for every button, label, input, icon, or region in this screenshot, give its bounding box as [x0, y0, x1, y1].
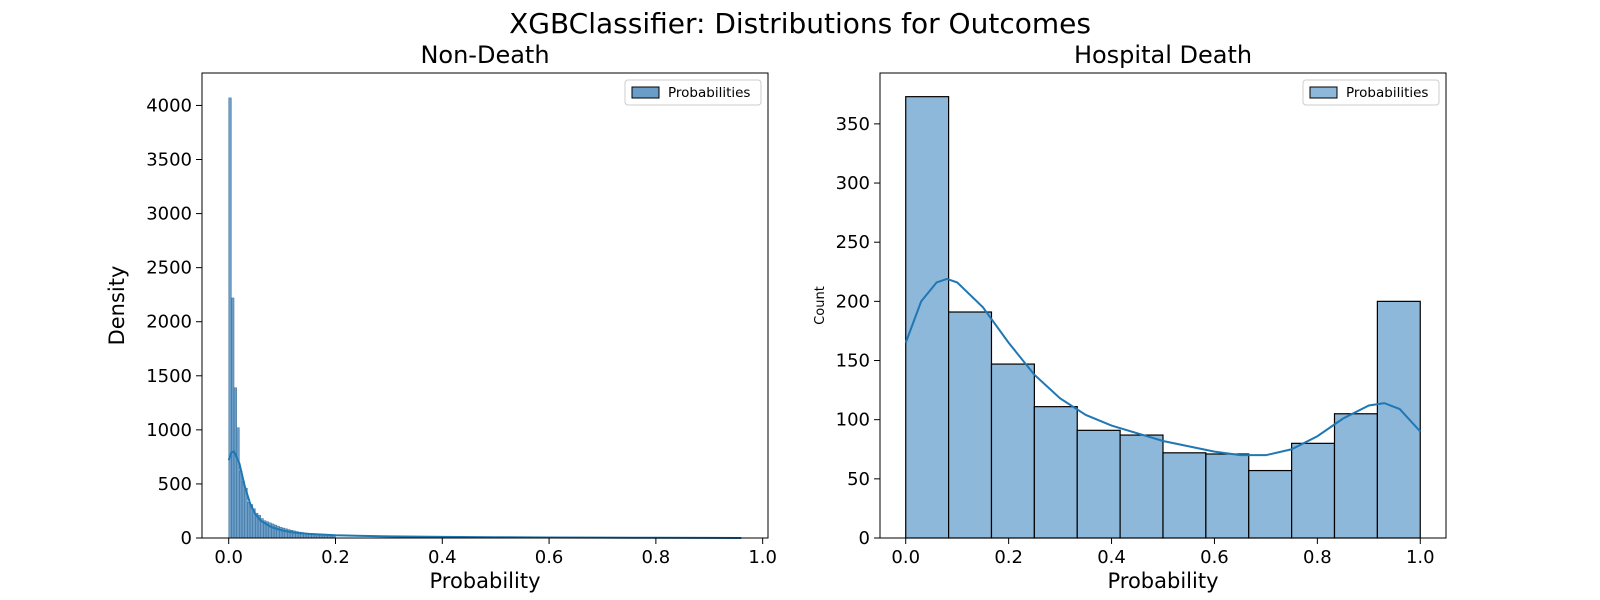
x-axis-label: Probability — [1107, 569, 1218, 593]
x-axis-label: Probability — [429, 569, 540, 593]
histogram-bar — [1376, 300, 1421, 539]
x-tick-label: 0.6 — [1200, 547, 1229, 568]
kde-line — [227, 450, 742, 539]
y-tick-label: 200 — [836, 291, 870, 312]
legend: Probabilities — [624, 79, 762, 106]
y-tick-label: 350 — [836, 114, 870, 135]
histogram-bar — [1333, 413, 1378, 539]
y-axis-label: Density — [105, 266, 129, 346]
legend-swatch — [1309, 86, 1338, 99]
histogram-bar — [271, 523, 275, 539]
y-tick-label: 300 — [836, 173, 870, 194]
legend-box — [1302, 79, 1440, 106]
axes-frame — [879, 72, 1447, 539]
panel-hospital-death: Hospital Death 0.0 0.2 0.4 0.6 0.8 1.0 0 50 100 15… — [813, 41, 1447, 593]
y-tick-label: 0 — [859, 528, 870, 549]
x-tick-label: 1.0 — [748, 547, 777, 568]
y-tick-label: 0 — [181, 528, 192, 549]
histogram-bar — [1205, 453, 1250, 539]
x-tick-label: 0.2 — [321, 547, 350, 568]
legend-label: Probabilities — [1346, 85, 1428, 101]
x-tick-label: 0.4 — [428, 547, 457, 568]
histogram-bar — [233, 387, 237, 539]
legend-swatch — [631, 86, 660, 99]
histogram-bar — [231, 297, 235, 539]
y-tick-label: 250 — [836, 232, 870, 253]
figure-suptitle: XGBClassifier: Distributions for Outcome… — [509, 7, 1091, 40]
y-tick-label: 2500 — [146, 258, 192, 279]
histogram-bar — [1291, 442, 1336, 539]
x-tick-label: 0.2 — [994, 547, 1023, 568]
x-tick-label: 0.6 — [535, 547, 564, 568]
axes-title: Non-Death — [420, 41, 549, 69]
y-tick-label: 100 — [836, 410, 870, 431]
histogram-bar — [273, 524, 277, 539]
histogram-bar — [990, 363, 1035, 539]
histogram-bar — [241, 481, 245, 539]
histogram-bar — [1033, 406, 1078, 539]
y-tick-label: 2000 — [146, 312, 192, 333]
x-tick-label: 0.8 — [642, 547, 671, 568]
y-tick-label: 3500 — [146, 150, 192, 171]
histogram-bars — [905, 96, 1421, 539]
x-tick-label: 0.0 — [891, 547, 920, 568]
y-tick-label: 500 — [158, 474, 192, 495]
y-tick-label: 150 — [836, 351, 870, 372]
y-tick-label: 4000 — [146, 95, 192, 116]
x-tick-label: 0.8 — [1303, 547, 1332, 568]
histogram-bar — [1076, 429, 1121, 539]
histogram-bar — [905, 96, 950, 539]
histogram-bar — [239, 470, 243, 539]
x-tick-label: 1.0 — [1406, 547, 1435, 568]
histogram-bar — [228, 97, 232, 539]
histogram-bar — [247, 502, 251, 539]
histogram-bars — [228, 97, 336, 539]
histogram-bar — [1119, 434, 1164, 539]
kde-line — [904, 277, 1422, 457]
histogram-bar — [236, 427, 240, 539]
legend-label: Probabilities — [668, 85, 750, 101]
y-tick-label: 1000 — [146, 420, 192, 441]
histogram-bar — [1248, 469, 1293, 539]
panel-non-death: Non-Death 0.0 0.2 0.4 0.6 0.8 1.0 0 500 1000 1500 2… — [105, 41, 777, 593]
histogram-bar — [948, 311, 993, 539]
y-tick-label: 3000 — [146, 204, 192, 225]
axes-title: Hospital Death — [1074, 41, 1252, 69]
y-axis-label: Count — [813, 286, 828, 325]
legend: Probabilities — [1302, 79, 1440, 106]
y-tick-label: 1500 — [146, 366, 192, 387]
x-tick-label: 0.4 — [1097, 547, 1126, 568]
axes-frame — [201, 72, 769, 539]
legend-box — [624, 79, 762, 106]
histogram-bar — [1162, 452, 1207, 539]
x-tick-label: 0.0 — [214, 547, 243, 568]
y-tick-label: 50 — [847, 469, 870, 490]
